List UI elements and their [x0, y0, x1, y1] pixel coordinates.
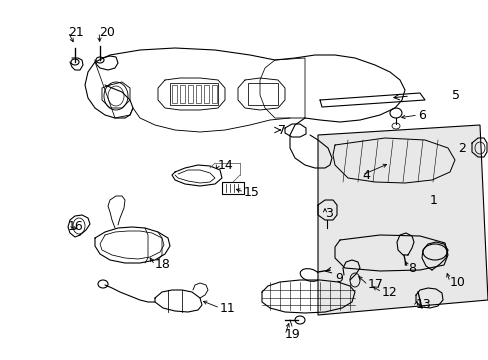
Polygon shape [317, 125, 487, 315]
Text: 12: 12 [381, 285, 397, 298]
Bar [187, 85, 193, 103]
Bar [203, 85, 208, 103]
Text: 15: 15 [244, 185, 259, 198]
Text: 21: 21 [68, 26, 83, 39]
Bar [222, 182, 244, 194]
Text: 5: 5 [451, 89, 459, 102]
Bar [170, 83, 218, 105]
Text: 17: 17 [367, 279, 383, 292]
Bar [172, 85, 177, 103]
Text: 10: 10 [449, 275, 465, 288]
Text: 6: 6 [417, 108, 425, 122]
Text: 8: 8 [407, 261, 415, 274]
Text: 4: 4 [361, 168, 369, 181]
Bar [196, 85, 201, 103]
Bar [247, 83, 278, 105]
Text: 16: 16 [68, 220, 83, 233]
Text: 3: 3 [325, 207, 332, 220]
Text: 20: 20 [99, 26, 115, 39]
Text: 1: 1 [429, 194, 437, 207]
Text: 9: 9 [334, 271, 342, 284]
Text: 2: 2 [457, 141, 465, 154]
Text: 18: 18 [155, 258, 170, 271]
Text: 19: 19 [285, 328, 300, 342]
Text: 11: 11 [220, 302, 235, 315]
Text: 7: 7 [278, 123, 285, 136]
Text: 13: 13 [415, 298, 431, 311]
Text: 14: 14 [218, 158, 233, 171]
Bar [212, 85, 217, 103]
Bar [180, 85, 184, 103]
